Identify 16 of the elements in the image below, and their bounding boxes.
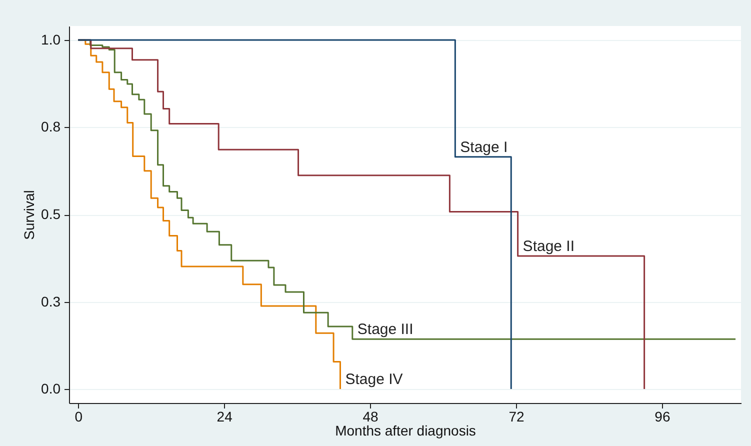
y-axis-title: Survival bbox=[21, 190, 38, 240]
y-tick-label: 0.5 bbox=[41, 206, 61, 222]
x-tick-label: 48 bbox=[362, 408, 379, 424]
y-tick-label: 0.3 bbox=[41, 293, 61, 310]
annotation: Stage IV bbox=[345, 371, 403, 388]
y-tick-label: 0.8 bbox=[41, 118, 61, 135]
x-tick-label: 0 bbox=[74, 408, 83, 424]
annotation: Stage I bbox=[460, 138, 508, 156]
annotation: Stage III bbox=[357, 321, 414, 338]
y-tick-label: 1.0 bbox=[41, 31, 61, 48]
x-axis-title: Months after diagnosis bbox=[335, 422, 476, 438]
annotation: Stage II bbox=[522, 238, 575, 256]
x-tick-label: 24 bbox=[216, 408, 233, 424]
x-tick-label: 96 bbox=[654, 408, 670, 424]
y-tick-label: 0.0 bbox=[41, 380, 61, 397]
x-tick-label: 72 bbox=[508, 408, 524, 424]
